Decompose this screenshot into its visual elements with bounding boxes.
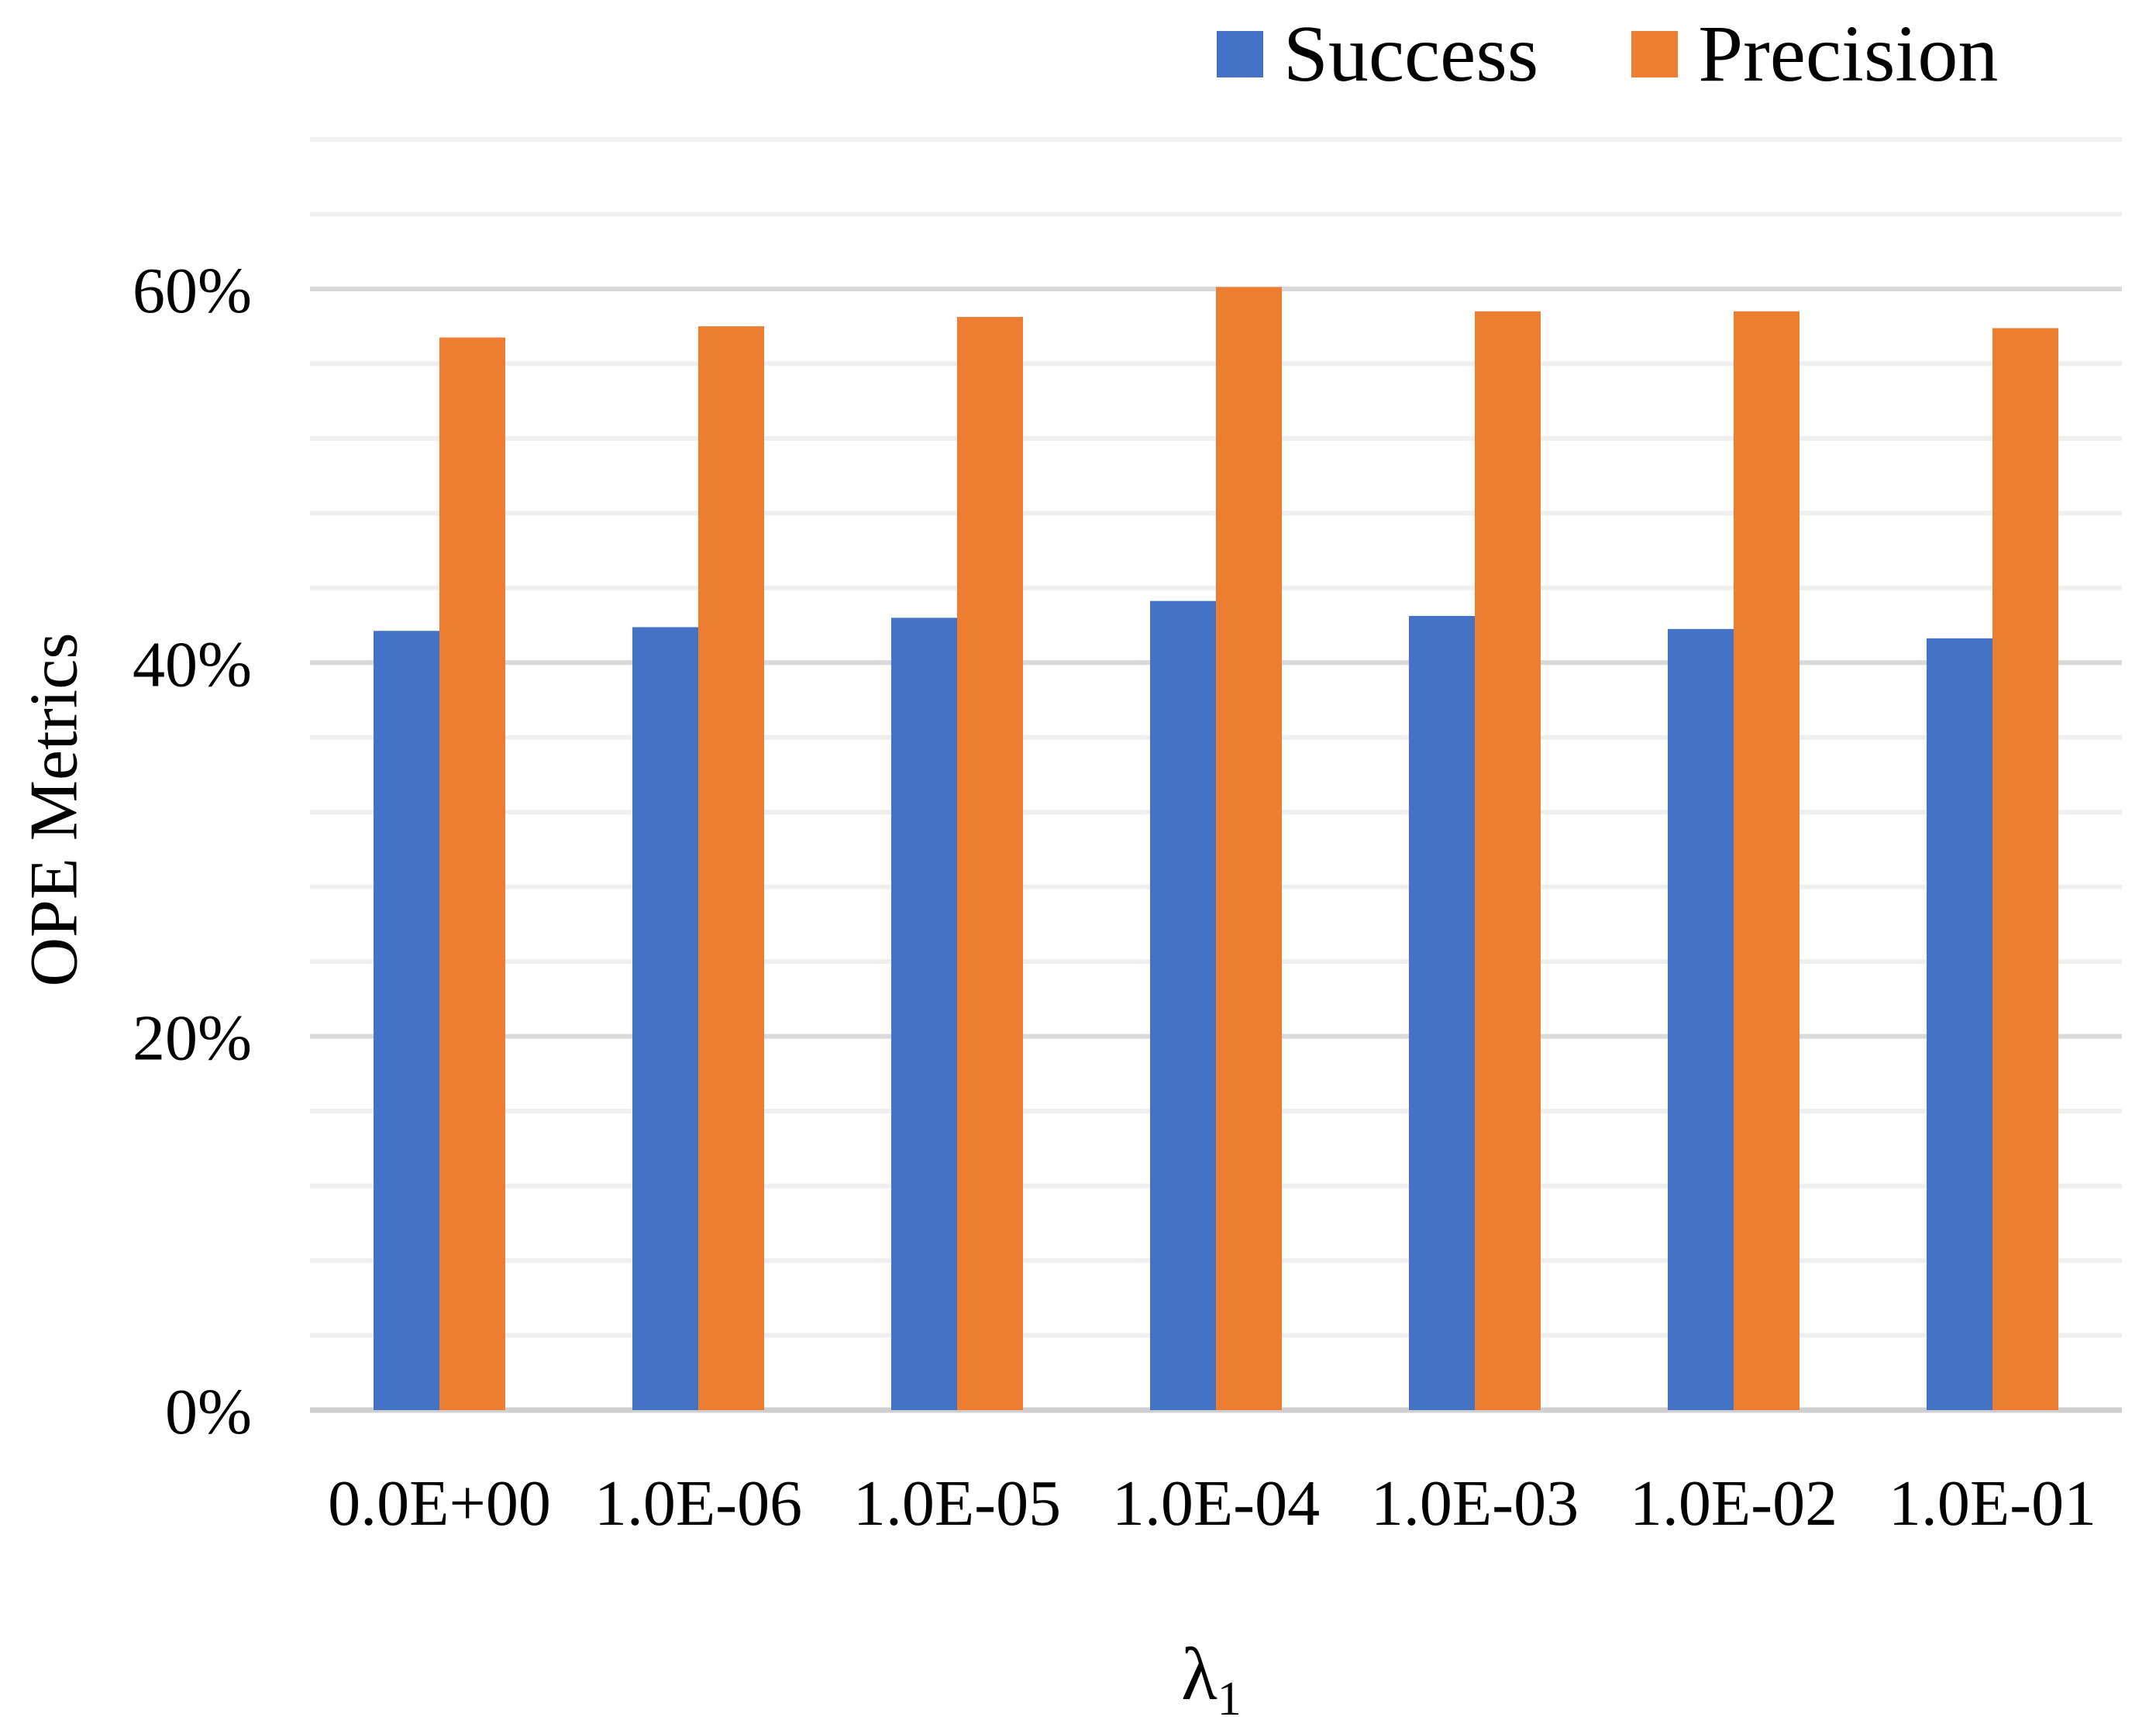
bar-success-3 <box>1150 600 1216 1410</box>
x-tick-labels: 0.0E+00 1.0E-06 1.0E-05 1.0E-04 1.0E-03 1.0E-… <box>328 1467 2096 1540</box>
legend: Success Precision <box>1217 8 1998 101</box>
bar-precision-3 <box>1216 287 1282 1410</box>
bar-precision-4 <box>1475 311 1541 1411</box>
y-axis-title: OPE Metrics <box>16 632 92 987</box>
bar-success-0 <box>374 631 439 1410</box>
bar-precision-5 <box>1734 311 1800 1411</box>
x-tick-label: 1.0E-04 <box>1112 1467 1320 1540</box>
y-tick-label: 60% <box>133 255 252 327</box>
bar-success-2 <box>891 618 957 1410</box>
x-tick-label: 0.0E+00 <box>328 1467 551 1540</box>
bar-success-4 <box>1409 615 1475 1411</box>
bar-precision-0 <box>439 337 505 1410</box>
x-axis-title: λ1 <box>1181 1631 1242 1727</box>
x-axis-title-symbol: λ <box>1181 1632 1217 1715</box>
x-tick-label: 1.0E-06 <box>594 1467 802 1540</box>
legend-label: Success <box>1283 9 1539 98</box>
legend-item-precision: Precision <box>1631 14 1998 95</box>
y-tick-label: 0% <box>165 1376 252 1448</box>
bar-precision-6 <box>1992 328 2058 1410</box>
bar-success-6 <box>1927 638 1992 1410</box>
bar-precision-1 <box>698 326 764 1410</box>
y-tick-labels: 0% 20% 40% 60% <box>133 255 252 1448</box>
x-tick-label: 1.0E-03 <box>1371 1467 1579 1540</box>
legend-swatch <box>1631 31 1679 77</box>
y-tick-label: 40% <box>133 628 252 700</box>
bars <box>374 287 2058 1411</box>
bar-success-1 <box>632 627 698 1410</box>
bar-precision-2 <box>957 317 1023 1411</box>
x-tick-label: 1.0E-02 <box>1630 1467 1837 1540</box>
legend-swatch <box>1217 31 1263 77</box>
legend-item-success: Success <box>1217 14 1538 95</box>
x-axis-title-subscript: 1 <box>1217 1673 1242 1726</box>
legend-label: Precision <box>1698 9 1999 98</box>
y-tick-label: 20% <box>133 1003 252 1075</box>
bar-success-5 <box>1668 628 1734 1410</box>
x-tick-label: 1.0E-01 <box>1889 1467 2096 1540</box>
x-tick-label: 1.0E-05 <box>853 1467 1061 1540</box>
